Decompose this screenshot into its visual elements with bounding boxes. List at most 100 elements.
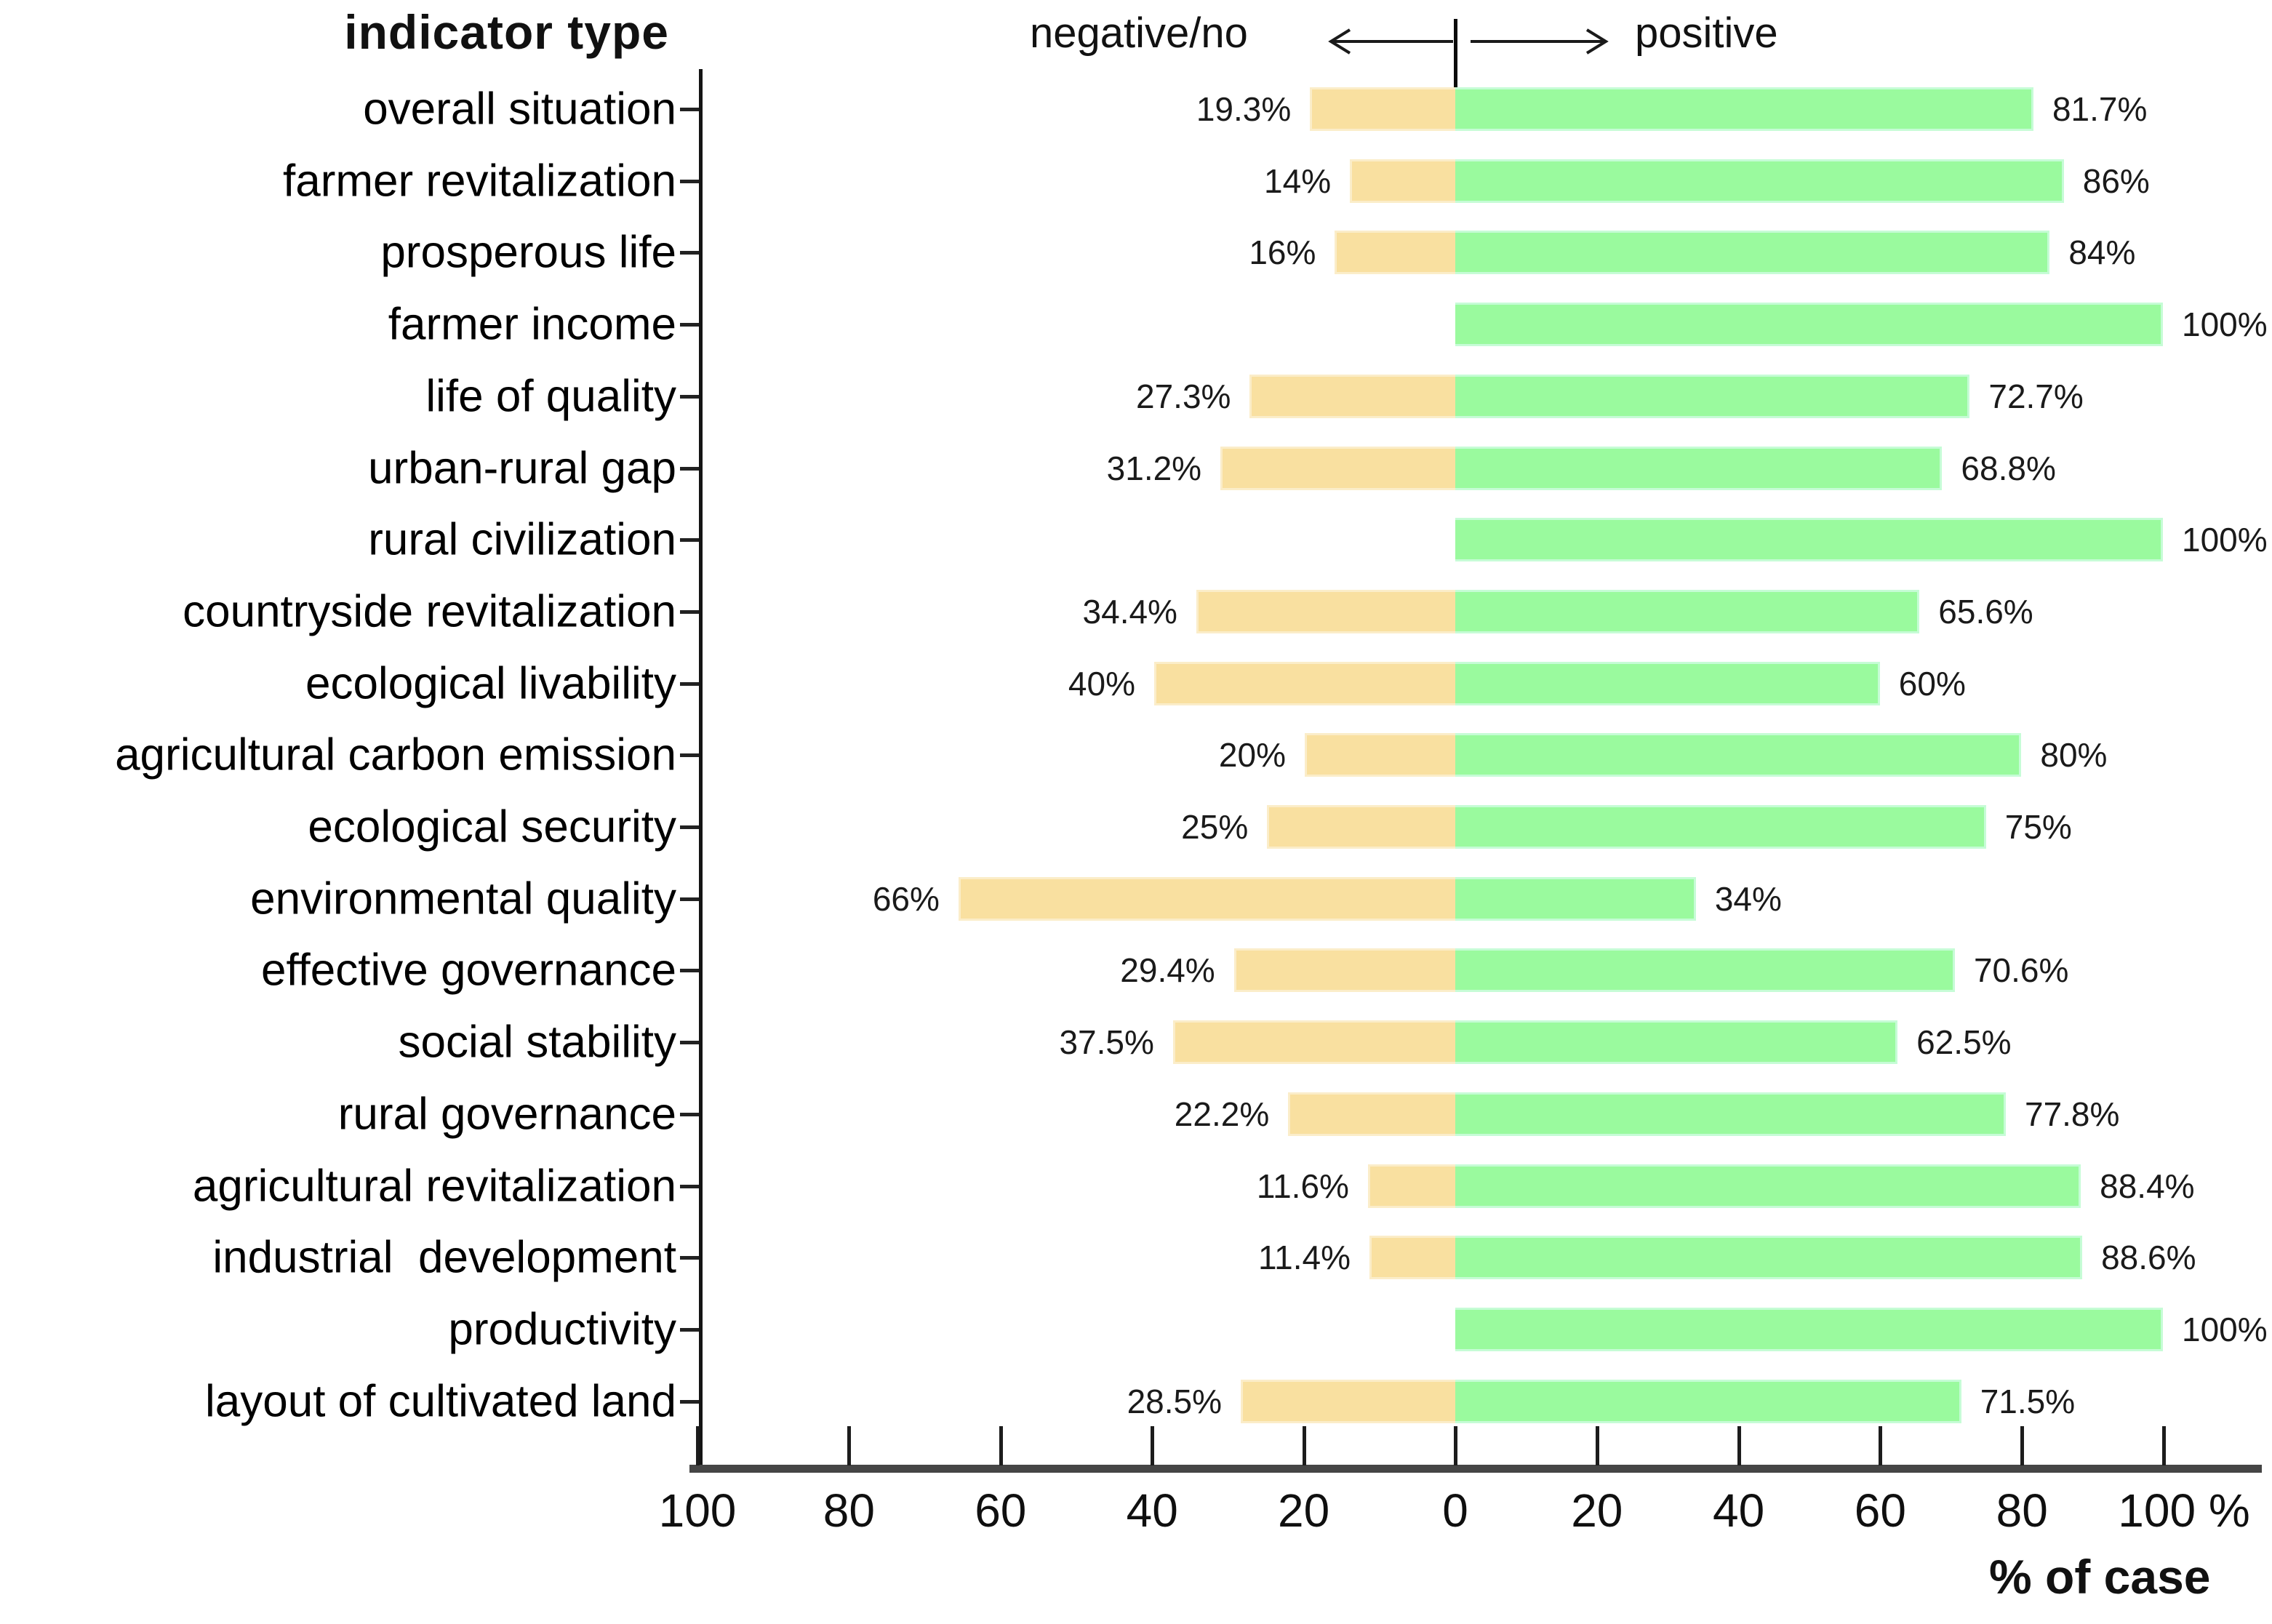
y-tick — [680, 1399, 702, 1404]
negative-bar — [958, 876, 1455, 921]
x-axis-line — [689, 1465, 2262, 1473]
y-tick — [680, 609, 702, 614]
negative-bar — [1233, 948, 1455, 993]
positive-value-label: 70.6% — [1973, 951, 2069, 990]
positive-value-label: 88.4% — [2100, 1167, 2195, 1205]
category-label: prosperous life — [380, 227, 676, 278]
negative-value-label: 66% — [872, 879, 940, 918]
x-axis-title: % of case — [1989, 1550, 2211, 1604]
y-tick — [680, 466, 702, 471]
category-label: ecological livability — [305, 658, 676, 709]
category-label: industrial development — [212, 1232, 676, 1283]
negative-bar — [1249, 374, 1455, 418]
category-label: ecological security — [308, 801, 676, 852]
x-tick — [1595, 1426, 1599, 1465]
category-label: farmer income — [388, 299, 676, 350]
positive-bar — [1455, 1020, 1898, 1065]
y-tick — [680, 1327, 702, 1332]
positive-bar — [1455, 948, 1955, 993]
positive-bar — [1455, 303, 2163, 347]
negative-bar — [1196, 589, 1455, 633]
y-tick — [680, 179, 702, 183]
x-tick-label: 20 — [1571, 1484, 1623, 1537]
positive-value-label: 65.6% — [1938, 592, 2033, 631]
negative-value-label: 16% — [1249, 233, 1316, 272]
positive-value-label: 100% — [2182, 521, 2268, 559]
x-tick — [1151, 1426, 1155, 1465]
negative-value-label: 14% — [1264, 161, 1332, 200]
positive-value-label: 34% — [1714, 879, 1782, 918]
x-tick-label: 100 — [658, 1484, 737, 1537]
positive-bar — [1455, 661, 1880, 705]
x-tick-label: 100 % — [2118, 1484, 2250, 1537]
positive-value-label: 100% — [2182, 305, 2268, 344]
category-label: layout of cultivated land — [205, 1376, 676, 1427]
category-label: environmental quality — [250, 873, 676, 924]
negative-value-label: 34.4% — [1082, 592, 1177, 631]
negative-value-label: 22.2% — [1174, 1095, 1270, 1133]
x-tick — [1737, 1426, 1741, 1465]
y-tick — [680, 394, 702, 399]
positive-bar — [1455, 1307, 2163, 1351]
positive-bar — [1455, 87, 2033, 131]
positive-bar — [1455, 733, 2022, 777]
category-label: farmer revitalization — [283, 156, 676, 207]
category-label: rural governance — [337, 1089, 676, 1140]
y-tick — [680, 538, 702, 543]
negative-bar — [1335, 231, 1455, 275]
chart-title: indicator type — [344, 5, 669, 59]
category-label: overall situation — [363, 84, 676, 135]
y-tick — [680, 897, 702, 901]
positive-value-label: 71.5% — [1980, 1382, 2076, 1420]
x-tick — [2020, 1426, 2025, 1465]
x-tick-label: 40 — [1713, 1484, 1765, 1537]
negative-bar — [1267, 805, 1455, 849]
negative-direction-label: negative/no — [1030, 9, 1248, 57]
positive-value-label: 86% — [2082, 161, 2150, 200]
positive-value-label: 84% — [2068, 233, 2136, 272]
x-tick-label: 60 — [1854, 1484, 1906, 1537]
negative-bar — [1241, 1379, 1455, 1423]
positive-bar — [1455, 518, 2163, 562]
x-tick — [847, 1426, 852, 1465]
left-arrow-icon — [1328, 28, 1453, 55]
negative-bar — [1154, 661, 1455, 705]
y-tick — [680, 753, 702, 758]
negative-bar — [1288, 1092, 1455, 1136]
positive-bar — [1455, 1379, 1961, 1423]
positive-value-label: 72.7% — [1988, 377, 2084, 415]
positive-bar — [1455, 876, 1696, 921]
negative-value-label: 20% — [1218, 736, 1286, 775]
y-tick — [680, 1184, 702, 1188]
positive-bar — [1455, 1092, 2006, 1136]
positive-value-label: 75% — [2004, 808, 2072, 846]
negative-value-label: 11.4% — [1257, 1239, 1351, 1277]
negative-value-label: 25% — [1181, 808, 1249, 846]
positive-bar — [1455, 374, 1970, 418]
category-label: agricultural carbon emission — [115, 729, 676, 780]
zero-divider-line — [1454, 19, 1457, 90]
x-tick-label: 80 — [1996, 1484, 2048, 1537]
negative-bar — [1220, 446, 1455, 490]
negative-bar — [1367, 1164, 1455, 1208]
y-tick — [680, 969, 702, 973]
positive-value-label: 80% — [2040, 736, 2108, 775]
negative-value-label: 11.6% — [1256, 1167, 1349, 1205]
y-tick — [680, 251, 702, 255]
category-label: productivity — [448, 1304, 676, 1355]
y-tick — [680, 1041, 702, 1045]
x-tick-label: 60 — [975, 1484, 1027, 1537]
category-label: effective governance — [260, 945, 676, 996]
right-arrow-icon — [1471, 28, 1609, 55]
category-label: countryside revitalization — [183, 586, 676, 637]
negative-value-label: 19.3% — [1196, 90, 1292, 128]
y-axis-line — [699, 69, 703, 1471]
category-label: life of quality — [425, 371, 676, 422]
positive-bar — [1455, 159, 2064, 203]
x-tick — [1302, 1426, 1306, 1465]
negative-value-label: 40% — [1068, 664, 1135, 703]
negative-bar — [1305, 733, 1455, 777]
negative-bar — [1369, 1236, 1455, 1280]
positive-value-label: 60% — [1898, 664, 1966, 703]
